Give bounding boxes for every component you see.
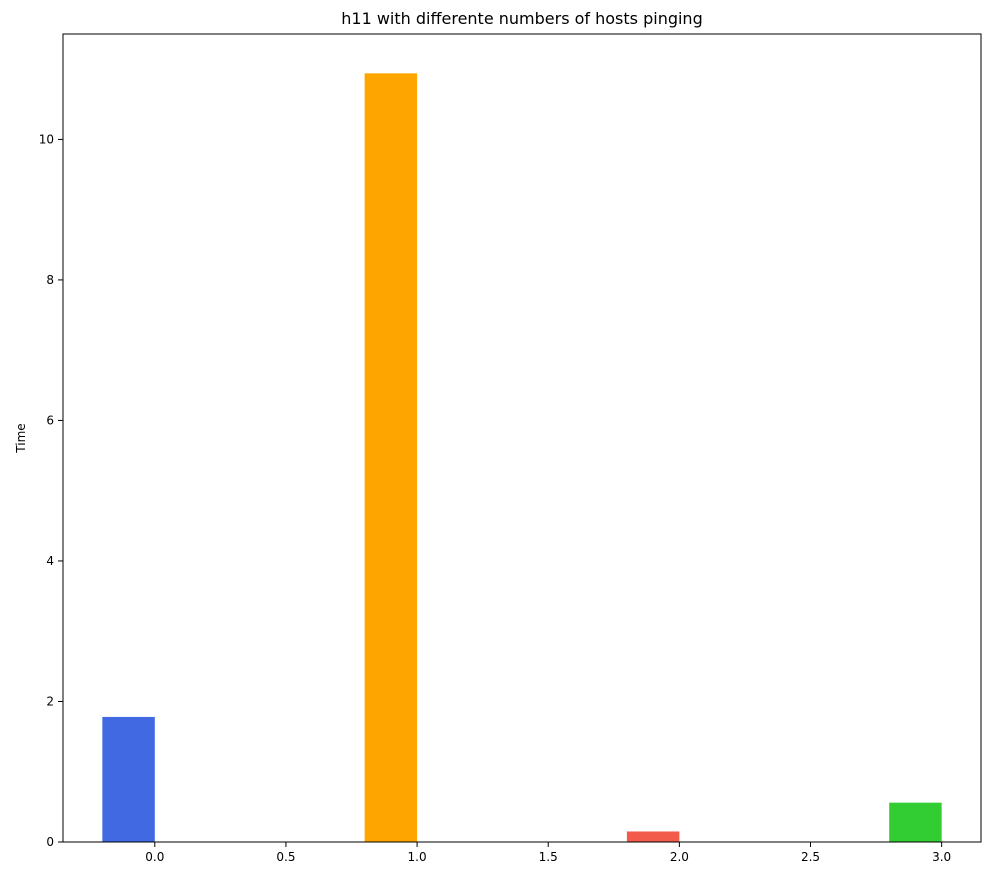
y-tick-label: 4 [46, 554, 54, 568]
bar-2 [626, 831, 680, 842]
x-tick-label: 1.0 [408, 850, 427, 864]
chart-title: h11 with differente numbers of hosts pin… [341, 9, 702, 28]
y-tick-label: 10 [39, 132, 54, 146]
x-tick-label: 3.0 [932, 850, 951, 864]
y-tick-label: 6 [46, 413, 54, 427]
y-axis: 0 2 4 6 8 10 [39, 132, 63, 849]
bar-3 [889, 802, 942, 842]
y-tick-label: 2 [46, 694, 54, 708]
plot-frame [62, 33, 982, 843]
x-tick-label: 2.0 [670, 850, 689, 864]
x-tick-label: 0.0 [145, 850, 164, 864]
bar-0 [102, 716, 155, 842]
x-tick-label: 1.5 [539, 850, 558, 864]
bar-1 [364, 73, 418, 843]
x-tick-label: 0.5 [276, 850, 295, 864]
x-axis: 0.0 0.5 1.0 1.5 2.0 2.5 3.0 [145, 842, 951, 864]
y-tick-label: 0 [46, 835, 54, 849]
x-tick-label: 2.5 [801, 850, 820, 864]
y-axis-label: Time [14, 423, 28, 453]
y-tick-label: 8 [46, 273, 54, 287]
bars-layer [102, 73, 942, 843]
